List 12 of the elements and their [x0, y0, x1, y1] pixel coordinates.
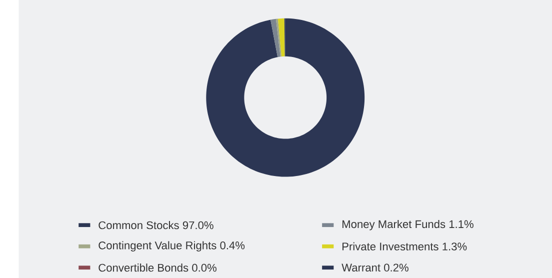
data-label: 0.4%	[220, 241, 245, 250]
legend-label: Money Market Funds	[342, 220, 446, 230]
legend-label: Convertible Bonds	[98, 263, 188, 272]
data-label: 97.0%	[182, 221, 214, 230]
data-label: 1.1%	[449, 220, 474, 228]
legend-label: Common Stocks	[98, 220, 179, 230]
legend-label: Warrant	[342, 264, 380, 272]
data-label: 1.3%	[442, 242, 467, 250]
legend-label: Contingent Value Rights	[98, 241, 216, 252]
legend-label: Private Investments	[342, 242, 438, 250]
data-label: 0.2%	[384, 264, 408, 272]
text: 0.0%	[192, 264, 216, 272]
